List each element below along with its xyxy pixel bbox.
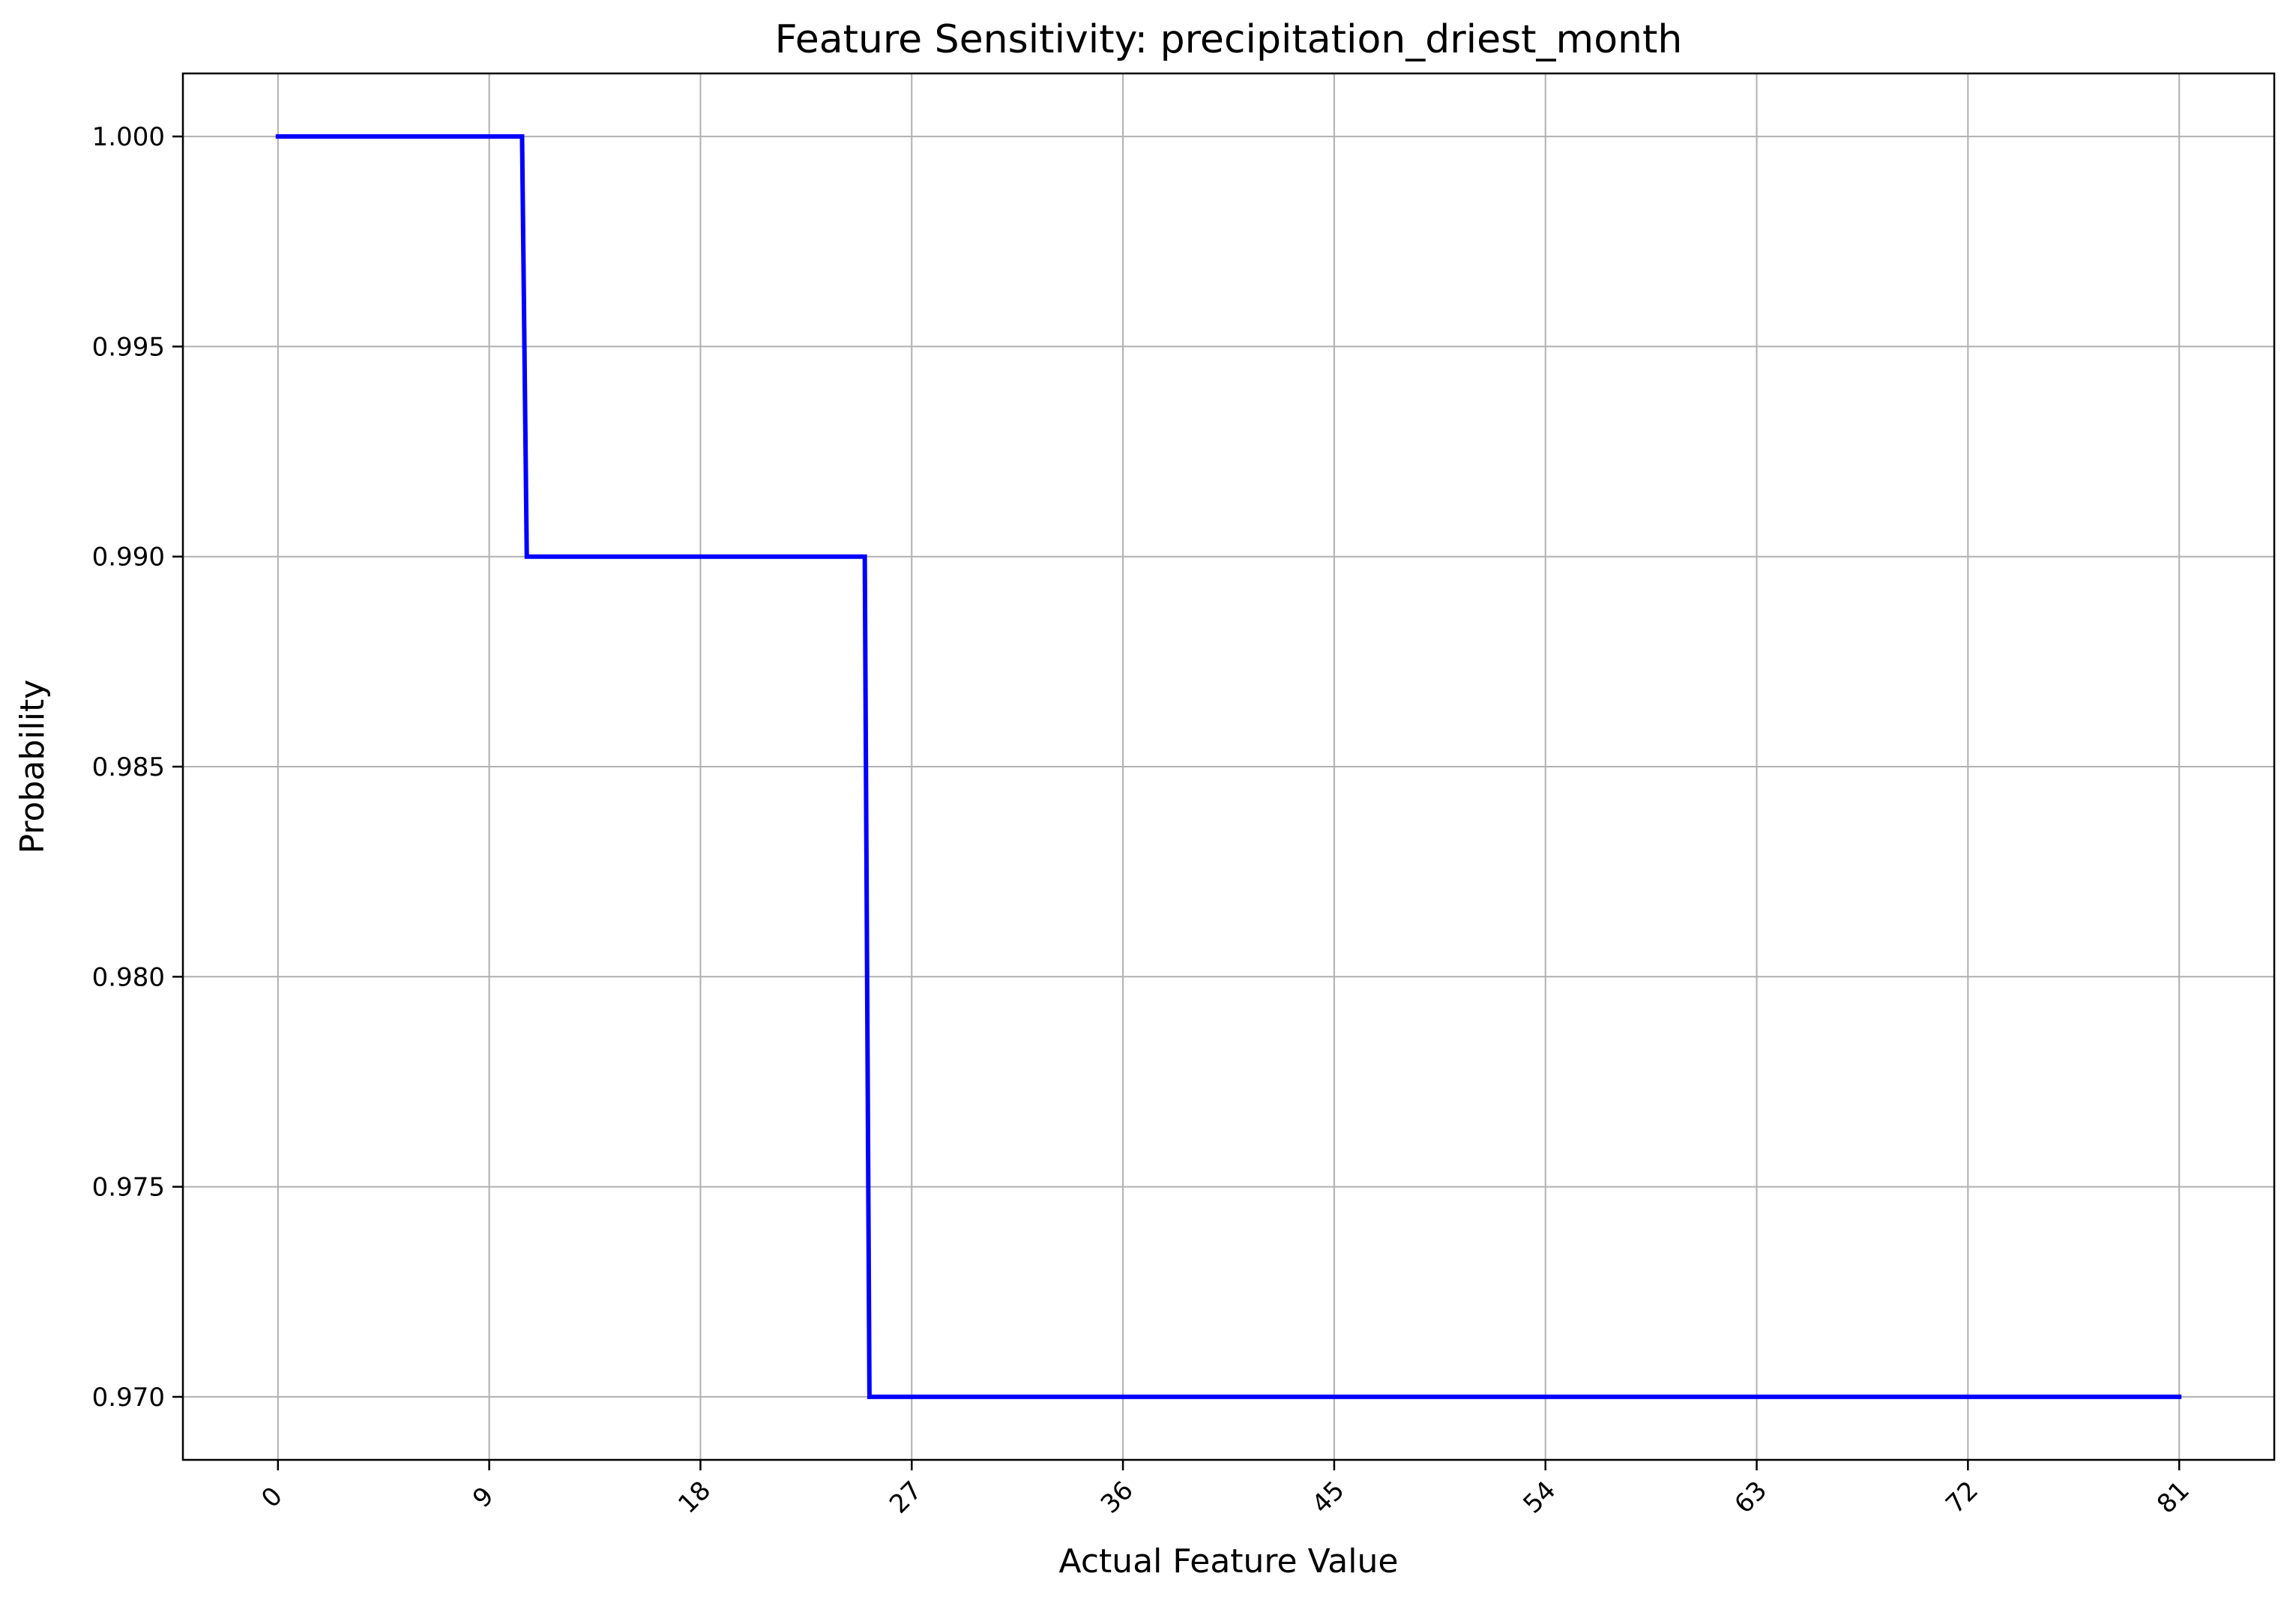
y-tick-label: 0.985	[92, 752, 165, 782]
x-tick-label: 36	[1095, 1476, 1139, 1520]
x-tick-label: 72	[1940, 1476, 1984, 1520]
x-tick-label: 9	[467, 1481, 500, 1514]
y-tick-label: 0.970	[92, 1383, 165, 1413]
x-axis-label: Actual Feature Value	[1059, 1542, 1399, 1581]
y-tick-label: 1.000	[92, 122, 165, 152]
x-tick-label: 63	[1729, 1476, 1773, 1520]
y-tick-label: 0.975	[92, 1173, 165, 1203]
y-tick-label: 0.995	[92, 332, 165, 362]
chart-title: Feature Sensitivity: precipitation_dries…	[775, 17, 1683, 62]
x-axis-ticks: 0 9 18 27 36 45 54 63 72 81	[256, 1460, 2196, 1520]
x-tick-label: 81	[2151, 1476, 2196, 1520]
x-tick-label: 54	[1518, 1476, 1562, 1520]
series-line	[275, 134, 2182, 1399]
x-tick-label: 0	[256, 1481, 289, 1514]
x-tick-label: 27	[884, 1476, 928, 1520]
grid-lines	[183, 73, 2274, 1460]
y-tick-label: 0.990	[92, 543, 165, 573]
y-axis-label: Probability	[13, 680, 52, 854]
series-layer	[275, 134, 2182, 1399]
x-tick-label: 18	[672, 1476, 717, 1520]
y-tick-label: 0.980	[92, 962, 165, 992]
x-tick-label: 45	[1307, 1476, 1351, 1520]
y-axis-ticks: 0.970 0.975 0.980 0.985 0.990 0.995 1.000	[92, 122, 183, 1413]
